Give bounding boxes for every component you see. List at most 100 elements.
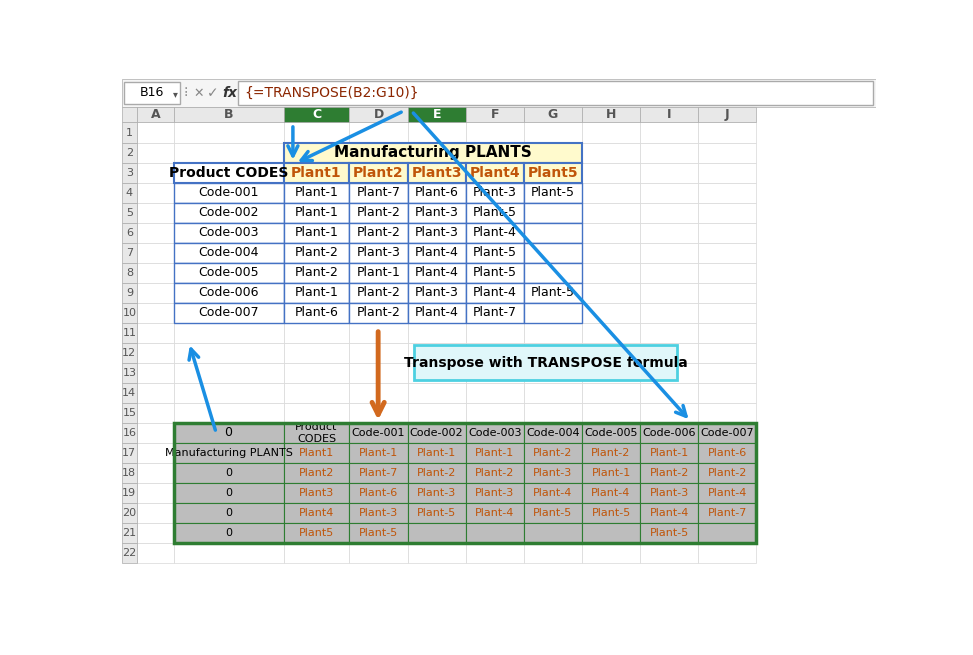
Bar <box>173 283 283 303</box>
Bar <box>640 323 699 343</box>
Bar <box>699 242 756 263</box>
Bar <box>640 183 699 202</box>
Bar <box>640 483 699 503</box>
Bar <box>582 283 640 303</box>
Bar <box>283 202 349 223</box>
Bar <box>122 263 137 283</box>
Bar <box>466 303 523 323</box>
Bar <box>640 107 699 122</box>
Bar <box>466 422 523 443</box>
Bar <box>283 143 582 162</box>
Text: 17: 17 <box>123 448 136 458</box>
Bar <box>122 543 137 563</box>
Bar <box>408 343 466 363</box>
Bar <box>640 503 699 523</box>
Bar <box>173 383 283 403</box>
Text: Plant-1: Plant-1 <box>417 448 456 458</box>
Text: Manufacturing PLANTS: Manufacturing PLANTS <box>164 448 293 458</box>
Text: Plant-2: Plant-2 <box>417 468 456 478</box>
Bar <box>349 422 408 443</box>
Bar <box>523 107 582 122</box>
Bar <box>523 263 582 283</box>
Bar <box>283 263 349 283</box>
Bar <box>466 363 523 383</box>
Bar <box>523 303 582 323</box>
Text: Plant-7: Plant-7 <box>356 186 401 199</box>
Bar <box>523 503 582 523</box>
Bar <box>237 81 874 105</box>
Bar <box>640 143 699 162</box>
Bar <box>523 383 582 403</box>
Text: Plant-3: Plant-3 <box>414 286 458 299</box>
Bar <box>408 483 466 503</box>
Bar <box>283 343 349 363</box>
Bar <box>699 483 756 503</box>
FancyArrowPatch shape <box>302 112 401 160</box>
Bar <box>523 422 582 443</box>
Bar <box>349 183 408 202</box>
Bar <box>640 422 699 443</box>
Text: 0: 0 <box>225 528 233 538</box>
Bar <box>582 263 640 283</box>
Bar <box>173 162 283 183</box>
Bar <box>640 523 699 543</box>
Text: Plant-5: Plant-5 <box>473 206 517 219</box>
Bar <box>283 242 349 263</box>
Bar <box>408 143 466 162</box>
Bar <box>523 443 582 463</box>
Bar <box>349 403 408 422</box>
Bar <box>408 383 466 403</box>
Bar <box>173 463 283 483</box>
Bar <box>466 383 523 403</box>
Bar <box>582 242 640 263</box>
Bar <box>173 523 283 543</box>
Text: Plant-1: Plant-1 <box>650 448 689 458</box>
Bar <box>173 343 283 363</box>
Bar <box>640 383 699 403</box>
Text: Code-006: Code-006 <box>198 286 259 299</box>
Bar <box>408 263 466 283</box>
Bar <box>349 162 408 183</box>
Bar <box>349 303 408 323</box>
Bar <box>466 503 523 523</box>
Bar <box>173 422 756 543</box>
Bar <box>173 223 283 242</box>
Text: 21: 21 <box>123 528 136 538</box>
Bar <box>582 223 640 242</box>
Bar <box>122 503 137 523</box>
Bar <box>283 202 349 223</box>
Text: Plant4: Plant4 <box>470 166 521 179</box>
Bar <box>640 343 699 363</box>
Bar <box>408 363 466 383</box>
Text: Plant5: Plant5 <box>299 528 334 538</box>
Text: 0: 0 <box>225 508 233 518</box>
Bar <box>408 223 466 242</box>
Text: ⁝: ⁝ <box>184 86 188 100</box>
Bar <box>137 463 173 483</box>
Bar <box>137 162 173 183</box>
Bar <box>466 202 523 223</box>
Text: Plant-2: Plant-2 <box>356 306 401 319</box>
Bar <box>640 202 699 223</box>
Bar <box>523 263 582 283</box>
Bar <box>122 242 137 263</box>
Bar <box>173 483 283 503</box>
Bar <box>582 483 640 503</box>
Text: Plant-2: Plant-2 <box>356 206 401 219</box>
Text: Plant-1: Plant-1 <box>592 468 631 478</box>
Bar <box>582 422 640 443</box>
Bar <box>283 183 349 202</box>
Bar <box>137 523 173 543</box>
FancyArrowPatch shape <box>288 127 298 156</box>
Bar <box>640 403 699 422</box>
Bar <box>699 303 756 323</box>
Bar <box>582 443 640 463</box>
Bar <box>699 523 756 543</box>
Bar <box>582 422 640 443</box>
Bar <box>122 523 137 543</box>
Bar <box>173 483 283 503</box>
Bar <box>408 323 466 343</box>
Bar <box>466 242 523 263</box>
Bar <box>173 323 283 343</box>
Bar <box>408 122 466 143</box>
